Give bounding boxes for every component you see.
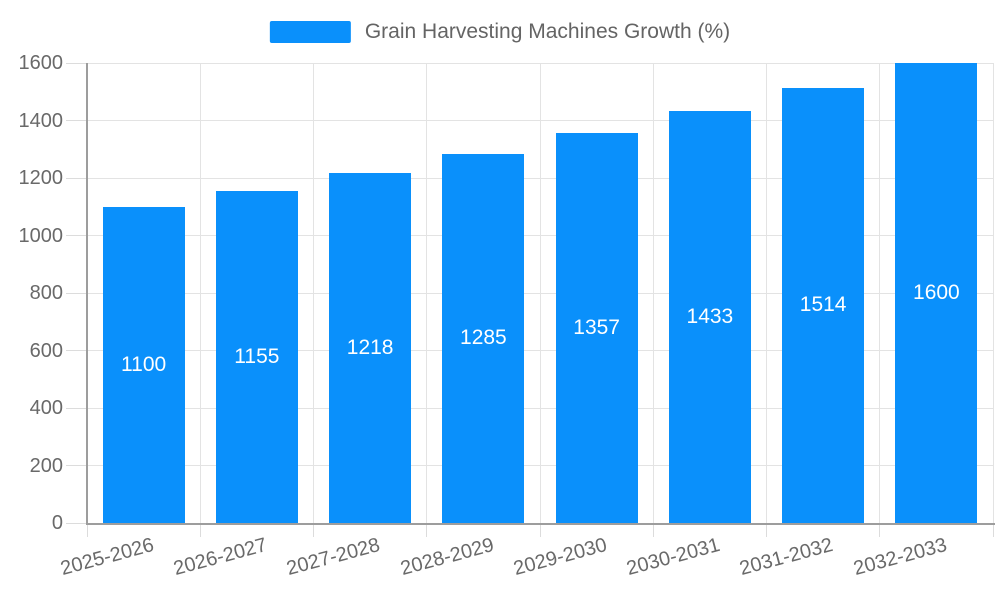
x-axis-tick: [199, 525, 201, 537]
bar[interactable]: 1285: [442, 153, 525, 523]
x-axis-line: [86, 523, 995, 525]
x-axis-tick: [879, 525, 881, 537]
y-axis-tick-label: 1600: [18, 52, 64, 74]
bar-value-label: 1100: [121, 352, 167, 376]
x-axis-tick: [652, 525, 654, 537]
y-axis-tick-label: 1200: [18, 167, 64, 189]
y-axis-tick: [66, 522, 87, 524]
x-grid-line: [199, 63, 201, 523]
x-grid-line: [313, 63, 314, 523]
y-axis-tick-label: 1000: [18, 224, 64, 247]
legend-label: Grain Harvesting Machines Growth (%): [364, 20, 731, 43]
x-axis-tick-label: 2029-2030: [511, 534, 610, 581]
y-axis-line: [86, 63, 88, 525]
x-axis-tick: [313, 525, 314, 537]
y-axis-tick-label: 800: [29, 282, 63, 304]
bar-value-label: 1357: [573, 315, 620, 339]
x-axis-tick-label: 2026-2027: [171, 534, 270, 581]
x-axis-tick-label: 2030-2031: [624, 534, 723, 581]
y-axis-tick-label: 400: [29, 397, 63, 419]
x-axis-tick: [539, 525, 541, 537]
bar-value-label: 1433: [686, 304, 734, 328]
bar-value-label: 1285: [460, 326, 507, 350]
y-axis-tick-label: 0: [51, 512, 63, 534]
bar[interactable]: 1357: [555, 132, 638, 523]
y-axis-tick: [66, 62, 87, 64]
y-axis-tick-label: 1400: [18, 109, 64, 132]
x-axis-tick-label: 2032-2033: [850, 534, 950, 581]
x-axis-tick: [766, 525, 767, 537]
x-grid-line: [652, 63, 654, 523]
bar[interactable]: 1100: [102, 206, 185, 523]
bar[interactable]: 1514: [782, 87, 865, 523]
x-axis-tick-label: 2025-2026: [58, 534, 157, 581]
bar-value-label: 1155: [234, 344, 280, 368]
x-grid-line: [539, 63, 541, 523]
x-axis-tick-label: 2031-2032: [737, 534, 836, 581]
bar[interactable]: 1155: [215, 190, 298, 523]
y-axis-tick: [66, 465, 87, 466]
legend-swatch-icon: [269, 21, 351, 43]
legend[interactable]: Grain Harvesting Machines Growth (%): [269, 20, 731, 44]
x-axis-tick-label: 2028-2029: [397, 534, 497, 581]
x-grid-line: [426, 63, 428, 523]
y-axis-tick: [66, 177, 87, 179]
x-grid-line: [879, 63, 881, 523]
x-axis-tick: [86, 525, 88, 537]
y-axis-tick: [66, 350, 87, 351]
y-axis-tick: [66, 235, 87, 236]
y-axis-tick-label: 600: [29, 339, 63, 362]
x-axis-tick: [992, 525, 994, 537]
y-axis-tick-label: 200: [29, 454, 63, 477]
bar-value-label: 1600: [913, 281, 960, 304]
bar-value-label: 1514: [799, 293, 847, 317]
bar[interactable]: 1433: [668, 111, 751, 523]
x-grid-line: [992, 63, 994, 523]
bar[interactable]: 1600: [895, 63, 978, 523]
y-axis-tick: [66, 292, 87, 294]
y-axis-tick: [66, 120, 87, 121]
x-grid-line: [766, 63, 767, 523]
y-axis-tick: [66, 407, 87, 409]
bar-value-label: 1218: [346, 335, 394, 359]
x-axis-tick-label: 2027-2028: [284, 534, 383, 581]
bar[interactable]: 1218: [329, 172, 412, 523]
x-axis-tick: [426, 525, 428, 537]
